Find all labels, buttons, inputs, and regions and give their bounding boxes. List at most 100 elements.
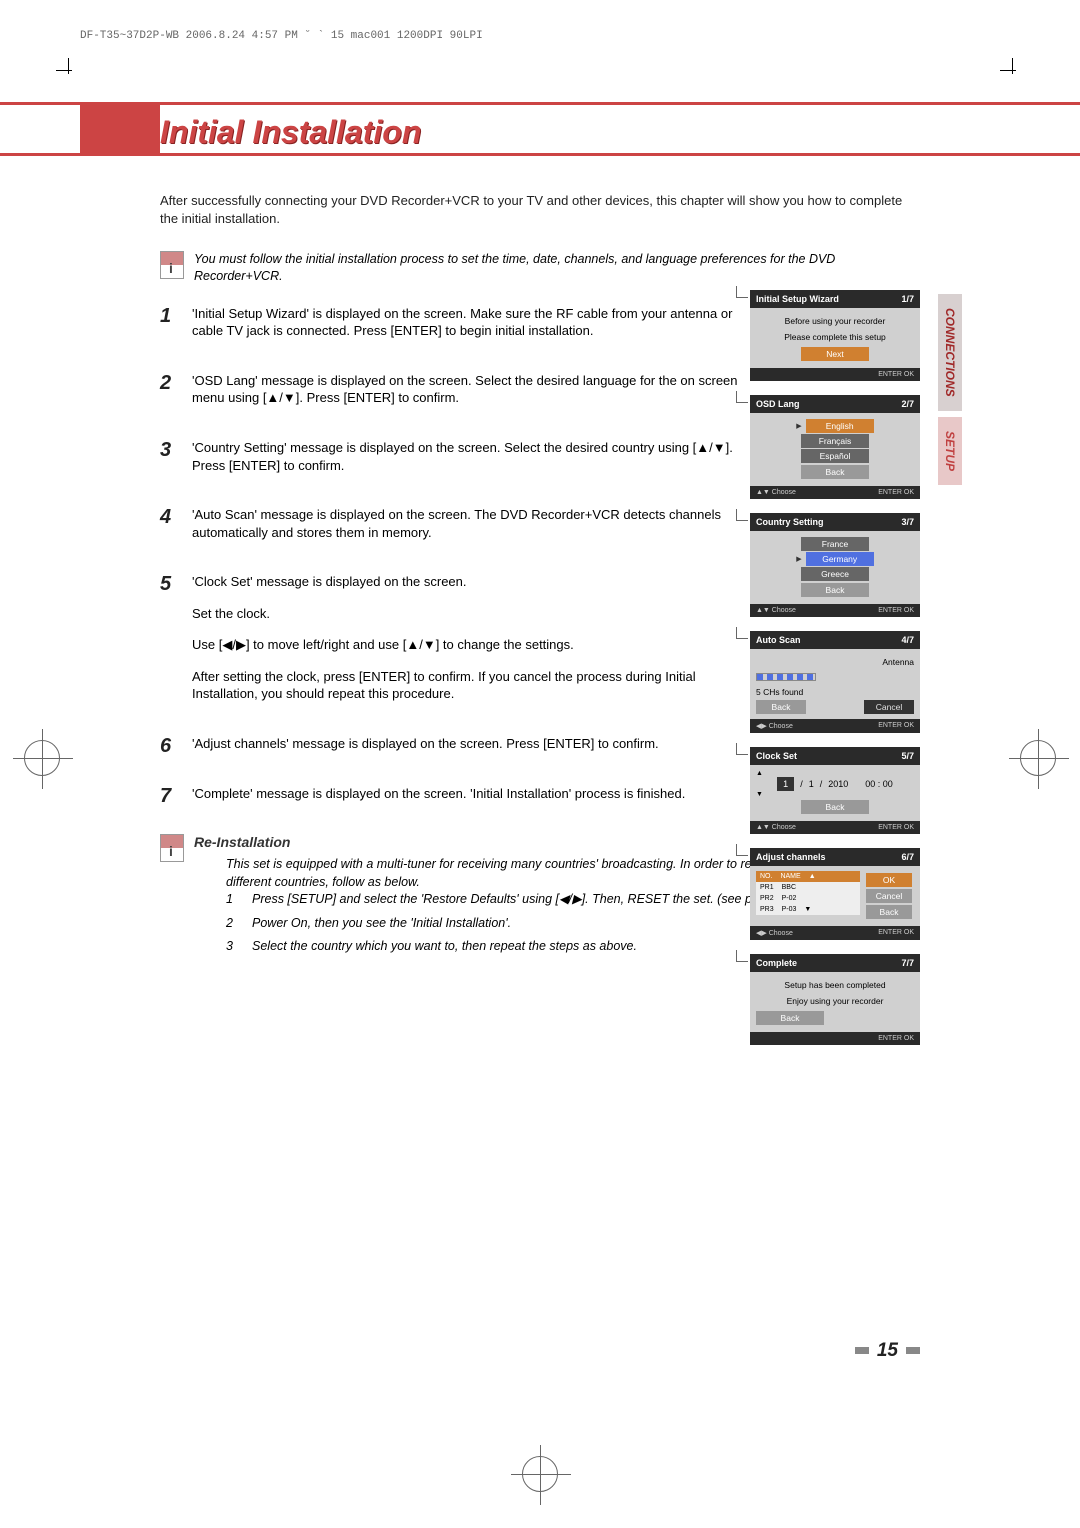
panel-hint: ENTER OK — [878, 489, 914, 496]
progress-bar — [756, 673, 816, 681]
panel-hint: ▲▼ Choose — [756, 489, 796, 496]
panel-page: 5/7 — [901, 751, 914, 761]
panel-title: Adjust channels — [756, 852, 826, 862]
panel-text: Antenna — [756, 654, 914, 670]
country-option[interactable]: France — [801, 537, 869, 551]
osd-preview-column: Initial Setup Wizard 1/7 Before using you… — [750, 290, 920, 1059]
crop-mark — [1000, 58, 1024, 82]
step-number: 4 — [160, 506, 178, 555]
panel-page: 1/7 — [901, 294, 914, 304]
registration-mark — [522, 1456, 558, 1492]
table-header: NO. — [756, 871, 776, 882]
step-text: 'OSD Lang' message is displayed on the s… — [192, 372, 740, 421]
panel-corner-icon — [736, 844, 748, 856]
info-icon — [160, 251, 184, 279]
panel-text: 5 CHs found — [756, 684, 914, 700]
country-option[interactable]: Greece — [801, 567, 869, 581]
panel-page: 3/7 — [901, 517, 914, 527]
panel-title: Clock Set — [756, 751, 797, 761]
panel-text: Please complete this setup — [756, 329, 914, 345]
step-number: 3 — [160, 439, 178, 488]
step-text: 'Adjust channels' message is displayed o… — [192, 735, 659, 767]
ok-button[interactable]: OK — [866, 873, 912, 887]
step-number: 5 — [160, 573, 178, 717]
lang-option[interactable]: Español — [801, 449, 869, 463]
panel-hint: ENTER OK — [878, 929, 914, 937]
panel-hint: ◀▶ Choose — [756, 929, 793, 937]
panel-hint: ▲▼ Choose — [756, 824, 796, 831]
step-text: 'Initial Setup Wizard' is displayed on t… — [192, 305, 740, 354]
table-row[interactable]: PR3P-03▼ — [756, 904, 860, 915]
section-tabs: CONNECTIONS SETUP — [938, 294, 962, 491]
panel-country-setting: Country Setting3/7 France ▶Germany Greec… — [750, 513, 920, 617]
panel-corner-icon — [736, 627, 748, 639]
lang-option[interactable]: English — [806, 419, 874, 433]
step-text: 'Country Setting' message is displayed o… — [192, 439, 740, 488]
cancel-button[interactable]: Cancel — [864, 700, 914, 714]
step: 2'OSD Lang' message is displayed on the … — [160, 372, 740, 421]
intro-paragraph: After successfully connecting your DVD R… — [160, 192, 920, 227]
title-bar: Initial Installation — [0, 102, 1080, 156]
info-icon — [160, 834, 184, 862]
step: 3 'Country Setting' message is displayed … — [160, 439, 740, 488]
panel-text: Before using your recorder — [756, 313, 914, 329]
step-text: 'Complete' message is displayed on the s… — [192, 785, 685, 817]
back-button[interactable]: Back — [756, 700, 806, 714]
table-row[interactable]: PR2P-02 — [756, 893, 860, 904]
page-title: Initial Installation — [160, 111, 1080, 153]
panel-corner-icon — [736, 286, 748, 298]
back-button[interactable]: Back — [866, 905, 912, 919]
back-button[interactable]: Back — [756, 1011, 824, 1025]
down-arrow-icon: ▼ — [756, 791, 914, 798]
panel-initial-setup: Initial Setup Wizard 1/7 Before using you… — [750, 290, 920, 381]
panel-page: 6/7 — [901, 852, 914, 862]
panel-hint: ▲▼ Choose — [756, 607, 796, 614]
panel-text: Setup has been completed — [756, 977, 914, 993]
lang-option[interactable]: Français — [801, 434, 869, 448]
step: 5'Clock Set' message is displayed on the… — [160, 573, 740, 717]
step-text: 'Clock Set' message is displayed on the … — [192, 573, 740, 717]
title-decoration — [80, 105, 160, 153]
panel-title: Country Setting — [756, 517, 824, 527]
step: 4'Auto Scan' message is displayed on the… — [160, 506, 740, 555]
info-note-text: You must follow the initial installation… — [194, 251, 920, 285]
country-option[interactable]: Germany — [806, 552, 874, 566]
panel-auto-scan: Auto Scan 4/7 Antenna 5 CHs found Back Ca… — [750, 631, 920, 733]
next-button[interactable]: Next — [801, 347, 869, 361]
crop-mark — [56, 58, 80, 82]
panel-page: 4/7 — [901, 635, 914, 645]
panel-title: Initial Setup Wizard — [756, 294, 839, 304]
step: 7 'Complete' message is displayed on the … — [160, 785, 740, 817]
steps-list: 1 'Initial Setup Wizard' is displayed on … — [160, 305, 740, 816]
back-button[interactable]: Back — [801, 800, 869, 814]
page-meta-header: DF-T35~37D2P-WB 2006.8.24 4:57 PM ˘ ` 15… — [0, 0, 1080, 42]
panel-title: Auto Scan — [756, 635, 801, 645]
step-number: 6 — [160, 735, 178, 767]
panel-hint: ENTER OK — [878, 1035, 914, 1042]
clock-row[interactable]: 1 / 1 / 2010 00 : 00 — [756, 777, 914, 791]
cancel-button[interactable]: Cancel — [866, 889, 912, 903]
step-number: 1 — [160, 305, 178, 354]
up-arrow-icon: ▲ — [805, 871, 820, 882]
step: 6 'Adjust channels' message is displayed … — [160, 735, 740, 767]
panel-corner-icon — [736, 391, 748, 403]
panel-clock-set: Clock Set5/7 ▲ 1 / 1 / 2010 00 : 00 ▼ Ba… — [750, 747, 920, 834]
panel-page: 2/7 — [901, 399, 914, 409]
step: 1 'Initial Setup Wizard' is displayed on … — [160, 305, 740, 354]
page-number: 15 — [855, 1340, 920, 1362]
back-button[interactable]: Back — [801, 583, 869, 597]
tab-connections: CONNECTIONS — [938, 294, 962, 411]
table-row[interactable]: PR1BBC — [756, 882, 860, 893]
info-note: You must follow the initial installation… — [160, 251, 920, 285]
panel-adjust-channels: Adjust channels6/7 NO.NAME▲ PR1BBC PR2P-… — [750, 848, 920, 940]
panel-hint: ENTER OK — [878, 371, 914, 378]
panel-page: 7/7 — [901, 958, 914, 968]
back-button[interactable]: Back — [801, 465, 869, 479]
step-number: 7 — [160, 785, 178, 817]
clock-field: 1 — [809, 779, 814, 789]
panel-corner-icon — [736, 950, 748, 962]
panel-text: Enjoy using your recorder — [756, 993, 914, 1009]
clock-field[interactable]: 1 — [777, 777, 794, 791]
panel-title: OSD Lang — [756, 399, 800, 409]
tab-setup: SETUP — [938, 417, 962, 485]
